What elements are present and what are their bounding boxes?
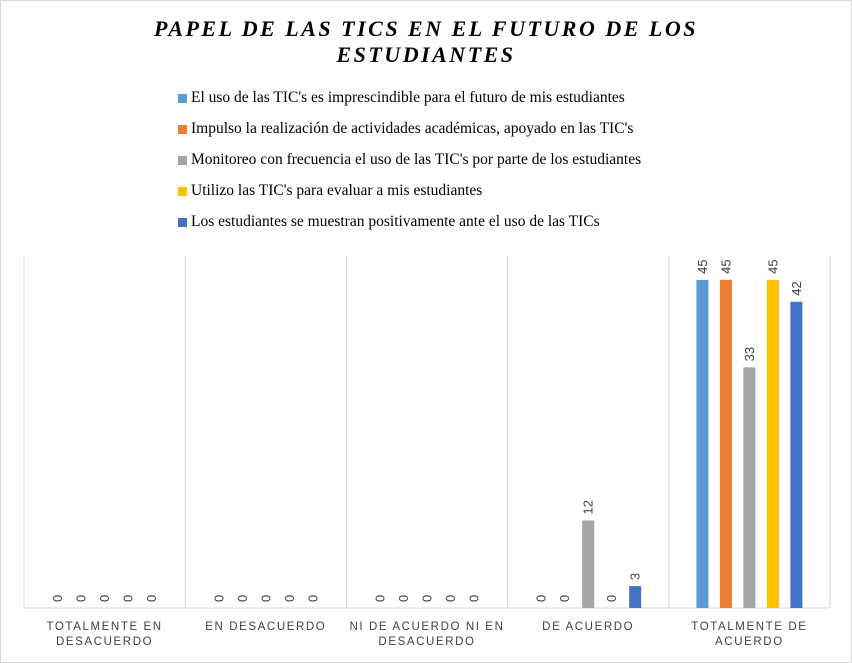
chart-title: PAPEL DE LAS TICS EN EL FUTURO DE LOS ES… <box>154 16 698 67</box>
data-label: 0 <box>467 595 482 602</box>
legend-label: Los estudiantes se muestran positivament… <box>191 213 600 230</box>
category-label: TOTALMENTE EN <box>46 621 162 633</box>
data-label: 0 <box>211 595 226 602</box>
data-label: 0 <box>97 595 112 602</box>
legend-item: Monitoreo con frecuencia el uso de las T… <box>178 150 641 170</box>
bar <box>719 279 732 608</box>
data-label: 45 <box>765 259 780 273</box>
data-label: 12 <box>581 500 596 514</box>
category-label: NI DE ACUERDO NI EN <box>349 621 504 633</box>
legend-swatch <box>178 124 187 134</box>
category-label: TOTALMENTE DE <box>691 621 807 633</box>
bar <box>790 301 803 608</box>
legend-item: Los estudiantes se muestran positivament… <box>178 212 600 232</box>
data-label: 45 <box>695 259 710 273</box>
legend-label: El uso de las TIC's es imprescindible pa… <box>191 89 625 106</box>
legend-item: Utilizo las TIC's para evaluar a mis est… <box>178 181 482 201</box>
data-label: 0 <box>235 595 250 602</box>
data-label: 42 <box>789 281 804 295</box>
data-label: 33 <box>742 347 757 361</box>
data-label: 0 <box>604 595 619 602</box>
data-label: 0 <box>534 595 549 602</box>
legend-item: El uso de las TIC's es imprescindible pa… <box>178 88 625 108</box>
data-label: 3 <box>628 573 643 580</box>
legend-swatch <box>178 93 187 103</box>
data-label: 0 <box>396 595 411 602</box>
data-label: 0 <box>557 595 572 602</box>
bar <box>629 586 642 608</box>
data-label: 0 <box>74 595 89 602</box>
bar <box>582 520 595 608</box>
data-label: 0 <box>144 595 159 602</box>
legend-label: Utilizo las TIC's para evaluar a mis est… <box>191 182 483 199</box>
category-label: ACUERDO <box>715 636 784 648</box>
data-label: 45 <box>718 259 733 273</box>
legend-label: Impulso la realización de actividades ac… <box>191 120 634 137</box>
category-label: DE ACUERDO <box>542 621 634 633</box>
legend-swatch <box>178 155 187 165</box>
category-label: DESACUERDO <box>378 636 475 648</box>
data-label: 0 <box>258 595 273 602</box>
legend-swatch <box>178 217 187 227</box>
legend-swatch <box>178 186 187 196</box>
bar <box>743 367 756 608</box>
legend-label: Monitoreo con frecuencia el uso de las T… <box>191 151 642 168</box>
data-label: 0 <box>443 595 458 602</box>
data-label: 0 <box>282 595 297 602</box>
data-label: 0 <box>305 595 320 602</box>
bar <box>696 279 709 608</box>
bar <box>766 279 779 608</box>
data-label: 0 <box>121 595 136 602</box>
legend-item: Impulso la realización de actividades ac… <box>178 119 633 139</box>
data-label: 0 <box>50 595 65 602</box>
category-label: EN DESACUERDO <box>205 621 326 633</box>
category-label: DESACUERDO <box>56 636 153 648</box>
data-label: 0 <box>420 595 435 602</box>
data-label: 0 <box>373 595 388 602</box>
